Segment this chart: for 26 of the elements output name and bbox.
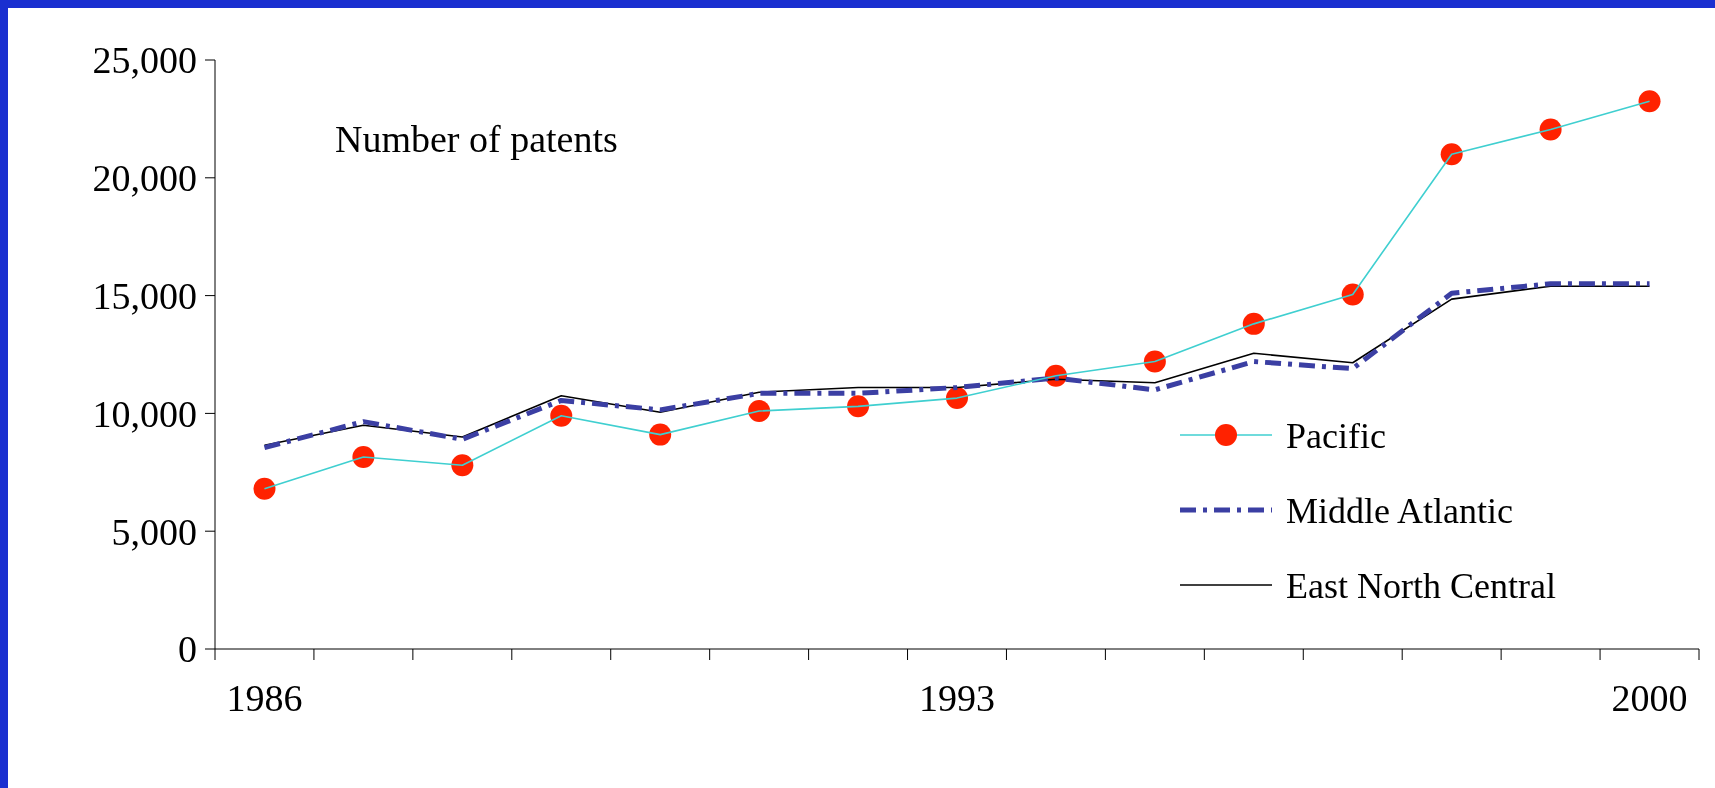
x-tick-label: 1993 [919, 677, 995, 719]
point [1242, 312, 1265, 335]
text: Number of patents [335, 118, 618, 160]
y-tick-label: 15,000 [92, 274, 197, 317]
y-tick-label: 5,000 [111, 510, 197, 553]
legend-label: East North Central [1286, 565, 1556, 606]
legend-label: Middle Atlantic [1286, 490, 1513, 531]
point [1539, 118, 1562, 141]
point [352, 445, 375, 468]
y-tick-label: 0 [178, 628, 197, 671]
point [748, 400, 771, 423]
point [550, 404, 573, 427]
point [451, 454, 474, 477]
point [1638, 90, 1661, 113]
x-tick-label: 2000 [1611, 677, 1688, 719]
point [1440, 143, 1463, 166]
point [847, 395, 870, 418]
point [253, 477, 276, 500]
y-tick-label: 25,000 [92, 39, 197, 82]
legend-label: Pacific [1286, 415, 1386, 456]
y-tick-label: 10,000 [92, 392, 197, 435]
point [649, 423, 672, 446]
point [1341, 283, 1364, 306]
x-tick-label: 1986 [226, 677, 303, 719]
point [1143, 350, 1166, 373]
y-tick-label: 20,000 [92, 157, 197, 200]
